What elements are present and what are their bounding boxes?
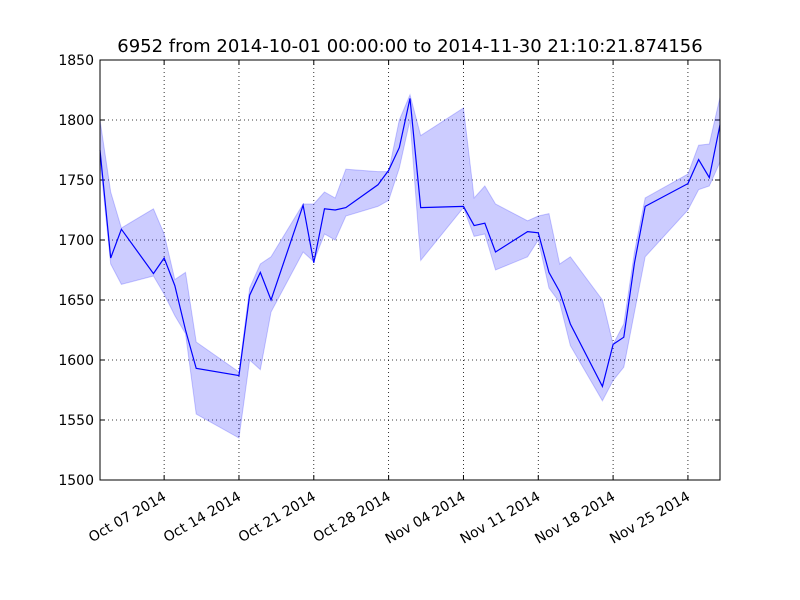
y-tick-label: 1700 xyxy=(58,233,94,249)
y-tick-label: 1600 xyxy=(58,353,94,369)
chart-title: 6952 from 2014-10-01 00:00:00 to 2014-11… xyxy=(117,36,702,57)
axes-frame xyxy=(99,59,721,481)
y-tick-label: 1650 xyxy=(58,293,94,309)
line xyxy=(99,98,721,389)
y-tick-label: 1750 xyxy=(58,173,94,189)
y-tick-label: 1800 xyxy=(58,113,94,129)
y-tick-label: 1500 xyxy=(58,473,94,489)
y-tick-label: 1850 xyxy=(58,53,94,69)
y-tick-label: 1550 xyxy=(58,413,94,429)
